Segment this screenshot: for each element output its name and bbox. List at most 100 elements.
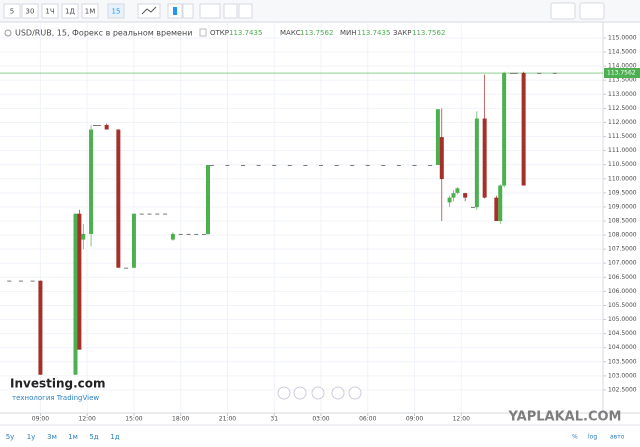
- redo-button[interactable]: [238, 3, 253, 19]
- candle-body: [116, 129, 121, 268]
- interval-label: 1Д: [65, 8, 75, 16]
- range-button[interactable]: 3м: [47, 433, 57, 441]
- y-tick-label: 112.5000: [608, 105, 637, 112]
- zoom-out-button[interactable]: [293, 386, 307, 400]
- candle-body: [7, 280, 12, 282]
- candle-body: [350, 164, 355, 166]
- reset-button[interactable]: [311, 386, 325, 400]
- candle-body: [194, 233, 199, 235]
- y-tick-label: 106.0000: [608, 288, 637, 295]
- x-tick-label: 12:00: [79, 416, 96, 423]
- scale-option[interactable]: %: [572, 434, 578, 441]
- candle-body: [494, 197, 499, 221]
- candle-body: [241, 164, 246, 166]
- scale-option[interactable]: log: [588, 434, 597, 441]
- ohlc-value: 113.7435: [357, 29, 390, 37]
- candle-body: [73, 213, 78, 375]
- interval-button[interactable]: [107, 3, 125, 19]
- range-button[interactable]: 1y: [27, 433, 36, 441]
- candle-body: [287, 164, 292, 166]
- y-tick-label: 112.0000: [608, 119, 637, 126]
- y-tick-label: 110.0000: [608, 175, 637, 182]
- ohlc-value: 113.7562: [300, 29, 333, 37]
- y-tick-label: 111.5000: [608, 133, 637, 140]
- last-price-box: [604, 68, 640, 79]
- scale-option[interactable]: авто: [610, 434, 625, 441]
- candle-body: [209, 164, 214, 166]
- candle-body: [303, 164, 308, 166]
- x-tick-label: 03:00: [312, 416, 329, 423]
- candle-body: [139, 213, 144, 215]
- candle-body: [18, 280, 23, 282]
- candle-body: [186, 233, 191, 235]
- candle-body: [498, 185, 503, 221]
- ohlc-label: МАКС: [280, 29, 301, 37]
- candle-body: [170, 233, 175, 240]
- range-button[interactable]: 1м: [68, 433, 78, 441]
- x-tick-label: 31: [270, 416, 278, 423]
- ohlc-label: ЗАКР: [393, 29, 411, 37]
- interval-button[interactable]: [41, 3, 59, 19]
- cloud-load-button[interactable]: [550, 2, 576, 20]
- icon: [199, 28, 207, 37]
- candle-body: [124, 267, 129, 269]
- scroll-right-button[interactable]: [348, 386, 362, 400]
- candle-body: [513, 72, 518, 74]
- icon: [173, 7, 177, 15]
- candle-body: [435, 109, 440, 165]
- y-tick-label: 110.5000: [608, 161, 637, 168]
- y-tick-label: 108.5000: [608, 218, 637, 225]
- icon: [141, 6, 157, 15]
- candle-body: [225, 164, 230, 166]
- candle-body: [381, 164, 386, 166]
- interval-button[interactable]: [3, 3, 21, 19]
- candle-body: [318, 164, 323, 166]
- interval-button[interactable]: [81, 3, 99, 19]
- interval-label: 1Ч: [45, 8, 54, 16]
- candle-body: [396, 164, 401, 166]
- y-tick-label: 115.0000: [608, 35, 637, 42]
- branding: Investing.com технология TradingView: [10, 377, 106, 403]
- zoom-in-button[interactable]: [331, 386, 345, 400]
- range-button[interactable]: 5д: [89, 433, 98, 441]
- last-price-label: 113.7562: [607, 70, 636, 77]
- range-button[interactable]: 1д: [110, 433, 119, 441]
- x-tick-label: 15:00: [125, 416, 142, 423]
- y-tick-label: 114.5000: [608, 49, 637, 56]
- header: USD/RUB, 15, Форекс в реальном времени О…: [4, 28, 445, 38]
- candle-body: [552, 72, 557, 74]
- cloud-save-button[interactable]: [579, 2, 605, 20]
- y-tick-label: 107.5000: [608, 246, 637, 253]
- candle-body: [205, 164, 210, 234]
- powered-by: технология TradingView: [12, 394, 99, 402]
- candle-body: [412, 164, 417, 166]
- collapse-icon[interactable]: [4, 29, 12, 37]
- scroll-left-button[interactable]: [277, 386, 291, 400]
- candle-body: [470, 206, 475, 208]
- y-tick-label: 104.0000: [608, 344, 637, 351]
- candle-body: [178, 233, 183, 235]
- candle-body: [77, 213, 82, 350]
- undo-button[interactable]: [223, 3, 238, 19]
- interval-button[interactable]: [61, 3, 79, 19]
- x-tick-label: 18:00: [172, 416, 189, 423]
- dropdown-button[interactable]: [182, 3, 194, 19]
- candle-body: [509, 72, 514, 74]
- candle-body: [455, 188, 460, 193]
- y-tick-label: 104.5000: [608, 330, 637, 337]
- candle-body: [30, 280, 35, 282]
- y-tick-label: 106.5000: [608, 274, 637, 281]
- watermark: YAPLAKAL.COM: [508, 410, 622, 425]
- x-tick-label: 09:00: [32, 416, 49, 423]
- range-button[interactable]: 5y: [6, 433, 15, 441]
- interval-button[interactable]: [21, 3, 39, 19]
- candle-body: [147, 213, 152, 215]
- toolbar-tools: [137, 2, 605, 20]
- y-tick-label: 111.0000: [608, 147, 637, 154]
- candle-body: [447, 197, 452, 203]
- zoom-controls: [277, 386, 362, 400]
- x-tick-label: 21:00: [219, 416, 236, 423]
- compare-button[interactable]: [199, 3, 221, 19]
- x-tick-label: 09:00: [406, 416, 423, 423]
